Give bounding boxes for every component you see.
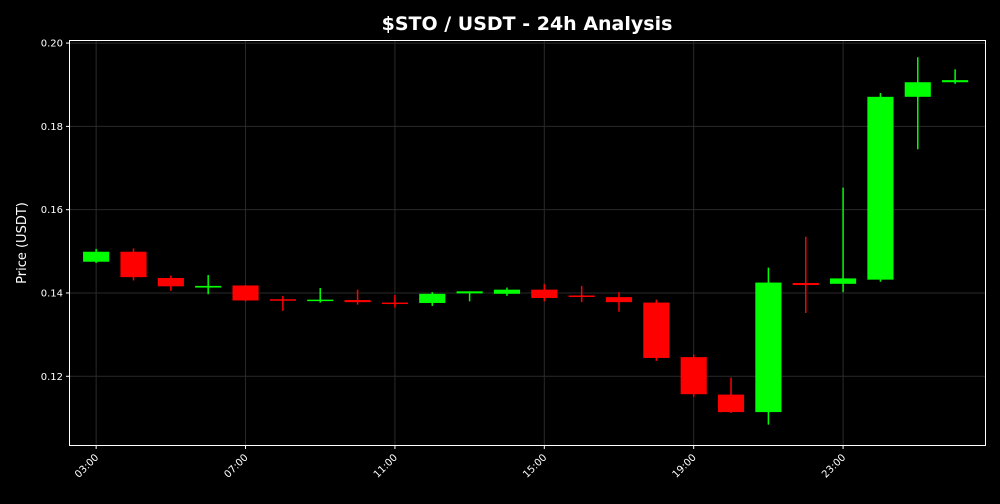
candle-body-down [605, 297, 633, 303]
candle-body-down [792, 282, 819, 286]
candle-body-down [381, 302, 408, 305]
candles-layer [83, 57, 969, 425]
candle-body-up [307, 299, 334, 302]
candle-body-down [531, 289, 558, 298]
candle-body-up [419, 293, 446, 303]
candle-body-up [830, 278, 857, 284]
candle-body-down [643, 302, 670, 358]
candle-body-down [680, 357, 707, 395]
candle-body-up [493, 289, 521, 294]
candle-body-up [83, 251, 110, 262]
candle-body-up [456, 291, 483, 294]
candle-body-up [867, 96, 894, 280]
y-tick-label: 0.14 [41, 288, 63, 299]
y-axis-label: Price (USDT) [15, 202, 30, 284]
candle-body-down [269, 299, 296, 301]
candle-body-down [568, 295, 595, 297]
candle-body-up [904, 82, 931, 97]
candle-body-up [942, 80, 969, 83]
candle-body-up [195, 285, 222, 288]
candle-body-down [232, 285, 259, 301]
candle-body-up [755, 282, 782, 413]
candle-body-down [717, 394, 745, 413]
chart-title: $STO / USDT - 24h Analysis [382, 13, 673, 35]
grid-layer [70, 41, 985, 445]
y-tick-label: 0.12 [41, 372, 63, 383]
y-tick-label: 0.20 [41, 39, 63, 50]
plot-frame [69, 40, 986, 446]
candle-body-down [157, 277, 184, 287]
candle-body-down [120, 251, 147, 278]
y-tick-label: 0.16 [41, 205, 63, 216]
y-tick-label: 0.18 [41, 122, 63, 133]
candle-body-down [344, 300, 371, 303]
